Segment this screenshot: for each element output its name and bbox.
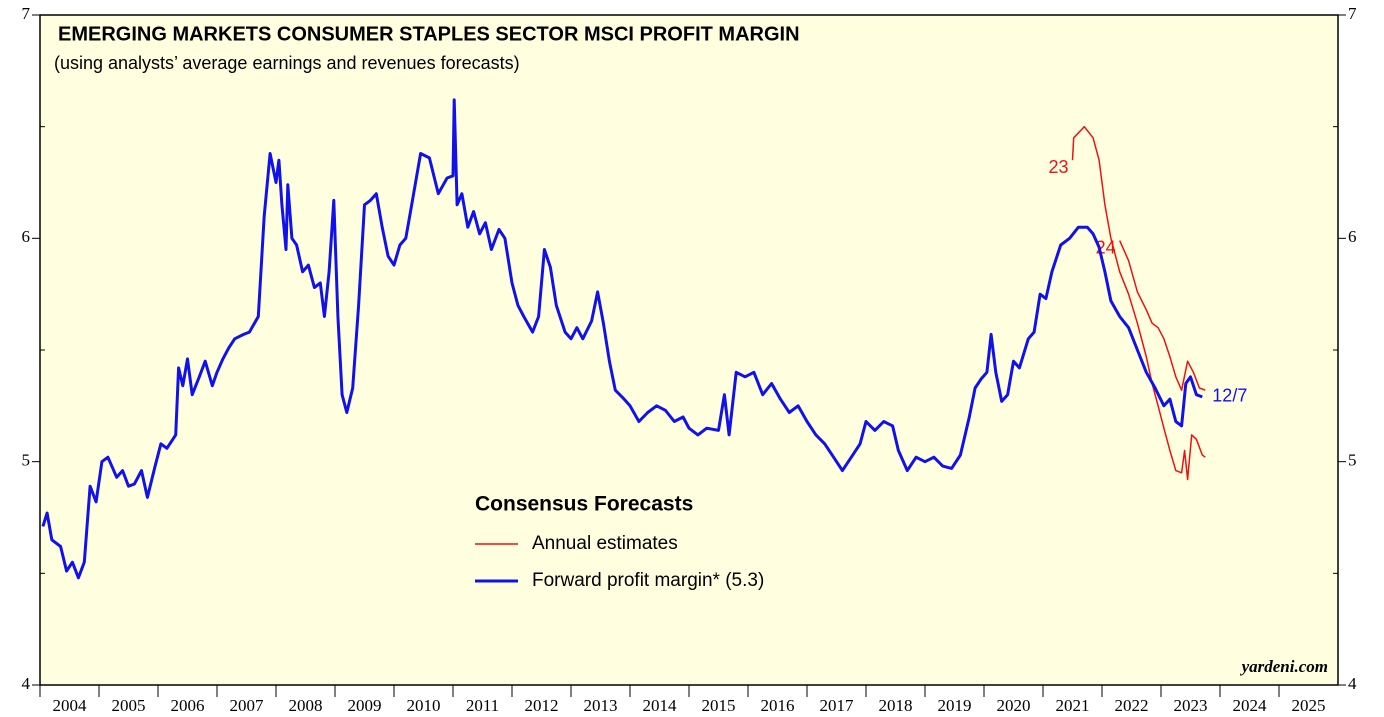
y-tick-label: 4 bbox=[22, 674, 31, 693]
series-line bbox=[1119, 240, 1206, 391]
x-tick-label: 2025 bbox=[1292, 696, 1326, 715]
x-tick-label: 2017 bbox=[820, 696, 855, 715]
source: yardeni.com bbox=[1240, 657, 1328, 676]
x-tick-label: 2016 bbox=[761, 696, 795, 715]
x-tick-label: 2010 bbox=[407, 696, 441, 715]
x-tick-label: 2020 bbox=[997, 696, 1031, 715]
x-tick-label: 2014 bbox=[643, 696, 678, 715]
series-line bbox=[41, 98, 1203, 580]
x-tick-label: 2004 bbox=[53, 696, 88, 715]
x-tick-label: 2018 bbox=[879, 696, 913, 715]
x-tick-label: 2011 bbox=[466, 696, 499, 715]
y2-tick-label: 7 bbox=[1348, 4, 1357, 23]
y-tick-label: 7 bbox=[22, 4, 31, 23]
chart-title: EMERGING MARKETS CONSUMER STAPLES SECTOR… bbox=[58, 23, 800, 45]
plot-area bbox=[39, 14, 1339, 686]
x-tick-label: 2005 bbox=[112, 696, 146, 715]
y-tick-label: 5 bbox=[22, 451, 31, 470]
y-tick-label: 6 bbox=[22, 227, 31, 246]
chart-subtitle: (using analysts’ average earnings and re… bbox=[54, 53, 520, 73]
y2-tick-label: 5 bbox=[1348, 451, 1357, 470]
series-label: 23 bbox=[1048, 157, 1068, 177]
x-tick-label: 2023 bbox=[1174, 696, 1208, 715]
x-tick-label: 2021 bbox=[1056, 696, 1090, 715]
x-tick-label: 2022 bbox=[1115, 696, 1149, 715]
x-tick-label: 2007 bbox=[230, 696, 265, 715]
x-tick-label: 2024 bbox=[1233, 696, 1268, 715]
x-tick-label: 2015 bbox=[702, 696, 736, 715]
y2-tick-label: 4 bbox=[1348, 674, 1357, 693]
legend-label: Annual estimates bbox=[532, 533, 678, 554]
y2-tick-label: 6 bbox=[1348, 227, 1357, 246]
x-tick-label: 2019 bbox=[938, 696, 972, 715]
x-tick-label: 2012 bbox=[525, 696, 559, 715]
x-tick-label: 2008 bbox=[289, 696, 323, 715]
legend-label: Forward profit margin* (5.3) bbox=[532, 570, 764, 591]
x-tick-label: 2013 bbox=[584, 696, 618, 715]
end-label: 12/7 bbox=[1212, 386, 1247, 406]
x-tick-label: 2006 bbox=[171, 696, 205, 715]
legend-title: Consensus Forecasts bbox=[475, 493, 693, 516]
x-tick-label: 2009 bbox=[348, 696, 382, 715]
